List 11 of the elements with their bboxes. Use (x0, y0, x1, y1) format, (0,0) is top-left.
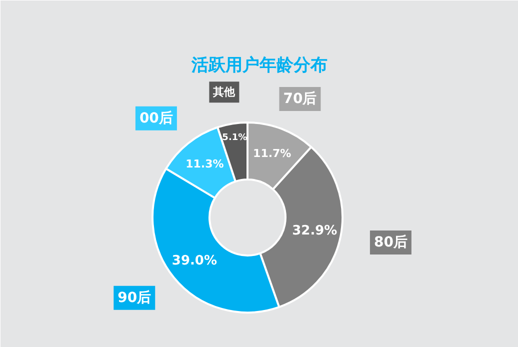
slice-label: 80后 (374, 233, 408, 250)
data-label: 32.9% (292, 223, 338, 238)
data-label: 11.7% (253, 147, 292, 160)
slice-label: 其他 (212, 86, 236, 99)
slice-label: 00后 (139, 109, 173, 126)
slice-label: 90后 (118, 288, 152, 306)
chart-title: 活跃用户年龄分布 (190, 56, 328, 76)
data-label: 39.0% (172, 253, 218, 268)
data-label: 5.1% (222, 133, 248, 144)
data-label: 11.3% (186, 158, 224, 171)
slice-label: 70后 (283, 90, 317, 107)
